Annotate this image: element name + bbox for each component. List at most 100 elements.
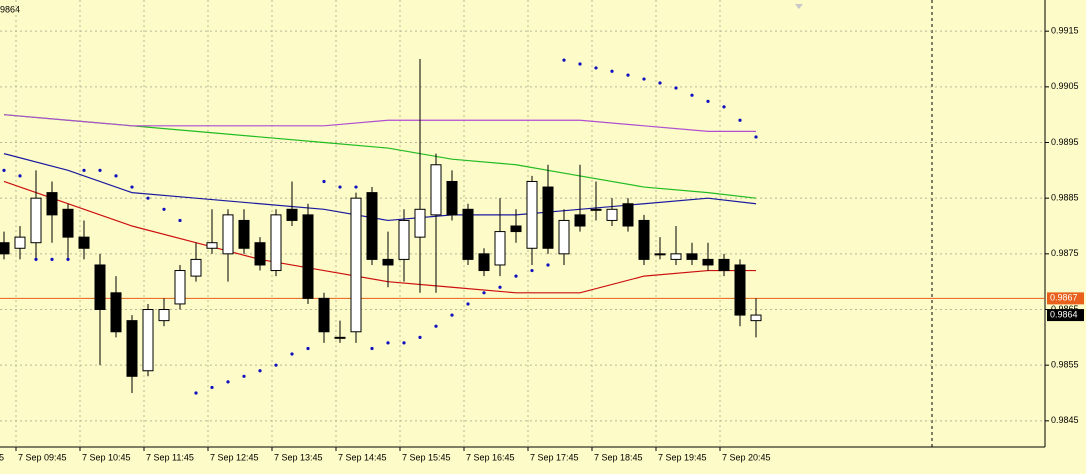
x-tick-label: 7 Sep 12:45 — [210, 452, 259, 462]
sar-dot — [322, 179, 326, 184]
candle-body — [334, 336, 346, 339]
candle-body — [478, 253, 490, 272]
sar-dot — [722, 105, 726, 109]
sar-dot — [338, 185, 342, 189]
candle-body — [526, 180, 538, 249]
candle-body — [462, 208, 474, 260]
x-tick-label: 7 Sep 16:45 — [466, 452, 515, 462]
candle-body — [110, 292, 122, 333]
candle-body — [190, 258, 202, 277]
x-tick-label: 7 Sep 11:45 — [146, 452, 194, 462]
sar-dot — [306, 346, 310, 351]
candle-body — [206, 242, 218, 249]
sar-dot — [402, 341, 406, 345]
sar-dot — [562, 58, 566, 62]
candle-body — [46, 192, 58, 216]
candle-body — [622, 203, 634, 227]
candle-body — [286, 208, 298, 221]
candle-body — [126, 320, 138, 377]
x-tick-label: 7 Sep 09:45 — [18, 452, 67, 462]
candle-body — [158, 309, 170, 322]
candle-body — [222, 214, 234, 255]
sar-dot — [658, 81, 662, 85]
indicator-line — [3, 114, 756, 132]
sar-dot — [146, 196, 150, 200]
candle-body — [606, 208, 618, 221]
sar-dot — [370, 346, 374, 351]
sar-dot — [194, 391, 198, 395]
candle-body — [94, 264, 106, 311]
candle-body — [574, 214, 586, 227]
sar-dot — [674, 86, 678, 90]
x-tick-label-partial: 5 — [0, 452, 4, 462]
indicator-line — [3, 153, 757, 222]
y-tick-label: 0.9845 — [1051, 415, 1079, 425]
sar-dot — [242, 374, 246, 378]
candle-body — [414, 208, 426, 238]
price-tag — [1047, 309, 1084, 322]
sar-dot — [610, 69, 614, 73]
sar-dot — [82, 168, 86, 172]
sar-dot — [114, 174, 118, 178]
candle-body — [430, 164, 442, 216]
y-tick-label: 0.9905 — [1051, 81, 1079, 91]
y-tick-label: 0.9875 — [1051, 248, 1079, 258]
x-tick-label: 7 Sep 15:45 — [402, 452, 451, 462]
sar-dot — [418, 335, 422, 339]
candle-body — [494, 231, 506, 266]
candle-body — [734, 264, 746, 316]
candle-body — [702, 258, 714, 266]
candle-body — [78, 236, 90, 249]
price-tag — [1047, 292, 1084, 305]
sar-dot — [738, 118, 742, 122]
sar-dot — [258, 369, 262, 373]
candle-body — [30, 197, 42, 244]
price-tag-label: 0.9867 — [1050, 293, 1078, 303]
chart-title: 9864 — [0, 4, 20, 14]
sar-dot — [162, 207, 166, 211]
sar-dot — [754, 135, 758, 139]
sar-dot — [354, 185, 358, 189]
sar-dot — [434, 324, 438, 328]
candle-body — [590, 208, 602, 211]
candle-body — [654, 253, 666, 256]
candle-body — [254, 242, 266, 266]
sar-dot — [50, 257, 54, 262]
candle-body — [670, 253, 682, 260]
candle-body — [62, 208, 74, 238]
sar-dot — [642, 77, 646, 81]
candle-body — [366, 192, 378, 260]
sar-dot — [690, 93, 694, 97]
sar-dot — [466, 302, 470, 306]
candle-body — [14, 236, 26, 249]
candle-body — [382, 258, 394, 266]
candle-body — [174, 270, 186, 305]
candle-body — [718, 258, 730, 272]
sar-dot — [18, 174, 22, 178]
candle-body — [318, 297, 330, 333]
sar-dot — [578, 62, 582, 66]
y-tick-label: 0.9885 — [1051, 193, 1079, 203]
sar-dot — [514, 274, 518, 278]
sar-dot — [594, 66, 598, 70]
sar-dot — [290, 352, 294, 356]
candle-body — [270, 214, 282, 272]
price-tag-label: 0.9864 — [1050, 309, 1078, 319]
candle-body — [302, 214, 314, 299]
candle-body — [558, 219, 570, 255]
marker-triangle — [795, 4, 803, 9]
candle-body — [542, 186, 554, 249]
candle-body — [510, 225, 522, 233]
sar-dot — [530, 268, 534, 273]
sar-dot — [130, 185, 134, 189]
candle-body — [142, 309, 154, 372]
x-tick-label: 7 Sep 19:45 — [658, 452, 707, 462]
candle-body — [398, 219, 410, 260]
sar-dot — [98, 168, 102, 172]
sar-dot — [66, 257, 70, 262]
sar-dot — [546, 263, 550, 267]
sar-dot — [450, 313, 454, 317]
candle-body — [446, 180, 458, 216]
